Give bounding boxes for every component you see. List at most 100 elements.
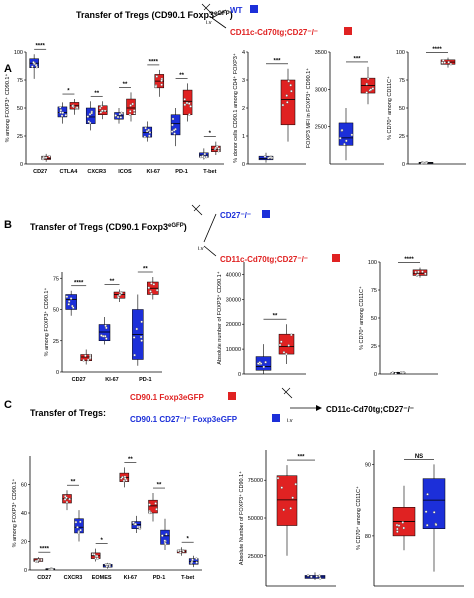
- chart-b3: 0 25 50 75 100 % CD70⁺ among CD11C⁺ ****: [358, 257, 438, 378]
- data-point: [195, 561, 198, 564]
- y-tick-label: 80: [365, 534, 371, 540]
- chart-b1: 0 25 50 75% among FOXP3⁺ CD90.1⁺ **** CD27 ** K…: [43, 267, 162, 383]
- arrow-tg: [203, 245, 217, 257]
- significance-label: **: [143, 267, 148, 273]
- chart-a2: 0 1 2 3 4% donor cells CD90.1 among CD4⁺ FOX…: [232, 50, 306, 168]
- category-label: CTLA4: [60, 169, 79, 175]
- box: [170, 114, 181, 136]
- data-point: [67, 303, 71, 306]
- data-point: [114, 114, 117, 117]
- data-point: [155, 288, 159, 292]
- data-point: [294, 482, 298, 486]
- y-tick-label: 75: [17, 78, 23, 84]
- data-point: [75, 106, 79, 109]
- data-point: [287, 344, 291, 347]
- category-label: CD27: [33, 169, 47, 175]
- category-label: KI-67: [124, 575, 137, 581]
- legend-c-ko-label: CD90.1 CD27⁻/⁻ Foxp3eGFP: [130, 415, 238, 424]
- significance-label: ****: [74, 280, 84, 286]
- legend-c-wt-swatch: [228, 392, 236, 400]
- significance-label: *: [186, 537, 189, 543]
- y-tick-label: 40000: [226, 272, 241, 278]
- data-point: [279, 340, 283, 344]
- data-point: [188, 113, 191, 116]
- data-point: [61, 111, 65, 115]
- data-point: [280, 486, 284, 489]
- y-axis-label: % CD70⁺ among CD11C⁺: [358, 286, 365, 350]
- significance-label: NS: [415, 454, 423, 460]
- data-point: [154, 502, 157, 505]
- data-point: [148, 503, 151, 506]
- data-point: [343, 142, 346, 146]
- category-label: KI-67: [105, 377, 118, 383]
- y-tick-label: 3000: [315, 87, 327, 93]
- data-point: [171, 117, 175, 121]
- significance-label: ****: [432, 47, 442, 53]
- data-point: [416, 273, 420, 277]
- data-point: [86, 358, 90, 362]
- significance-label: **: [94, 91, 99, 97]
- data-point: [310, 575, 313, 579]
- box: [148, 499, 158, 514]
- data-point: [306, 574, 310, 577]
- data-point: [401, 371, 405, 375]
- y-tick-label: 50: [399, 106, 405, 112]
- data-point: [82, 358, 85, 362]
- y-tick-label: 40: [21, 511, 27, 517]
- data-point: [132, 336, 136, 339]
- data-point: [71, 304, 74, 308]
- y-tick-label: 20: [21, 540, 27, 546]
- y-tick-label: 100: [368, 260, 377, 266]
- data-point: [118, 293, 122, 297]
- panel-b-title-end: ): [184, 222, 187, 232]
- y-tick-label: 2: [242, 106, 245, 112]
- syringe-icon: [201, 3, 213, 15]
- data-point: [281, 103, 285, 107]
- data-point: [447, 60, 450, 64]
- data-point: [31, 65, 34, 68]
- syringe-icon: [191, 204, 203, 216]
- data-point: [391, 371, 395, 375]
- y-tick-label: 4: [242, 50, 245, 56]
- legend-c-ko-swatch: [272, 414, 280, 422]
- legend-b-ko-swatch: [262, 210, 270, 218]
- data-point: [183, 98, 186, 101]
- data-point: [289, 507, 292, 510]
- panel-a-title: Transfer of Tregs (CD90.1 Foxp3eGFP): [76, 10, 233, 20]
- data-point: [195, 557, 198, 561]
- data-point: [449, 62, 453, 66]
- box: [80, 354, 92, 361]
- significance-label: ***: [353, 56, 361, 62]
- data-point: [35, 559, 39, 563]
- y-axis-label: % CD70⁺ among CD11C⁺: [355, 486, 362, 550]
- significance-label: **: [123, 82, 128, 88]
- data-point: [160, 83, 163, 87]
- data-point: [65, 496, 68, 500]
- data-point: [40, 558, 43, 562]
- data-point: [121, 475, 124, 479]
- data-point: [340, 128, 344, 132]
- category-label: T-bet: [203, 169, 216, 175]
- y-tick-label: 75000: [248, 478, 263, 484]
- y-tick-label: 75: [53, 276, 59, 282]
- category-label: CXCR3: [87, 169, 106, 175]
- syringe-icon: [281, 387, 293, 399]
- significance-label: *: [100, 538, 103, 544]
- data-point: [150, 282, 153, 285]
- panel-a-title-main: Transfer of Tregs (CD90.1 Foxp3: [76, 10, 214, 20]
- box: [422, 478, 446, 529]
- data-point: [48, 155, 51, 158]
- data-point: [414, 270, 418, 274]
- y-axis-label: Absolute number of FOXP3⁺ CD90.1⁺: [216, 271, 223, 364]
- data-point: [99, 111, 103, 114]
- category-label: ICOS: [118, 169, 132, 175]
- legend-c-wt-label: CD90.1 Foxp3eGFP: [130, 393, 204, 402]
- panel-a-title-end: ): [230, 10, 233, 20]
- data-point: [98, 106, 102, 110]
- data-point: [190, 560, 194, 564]
- data-point: [58, 106, 62, 109]
